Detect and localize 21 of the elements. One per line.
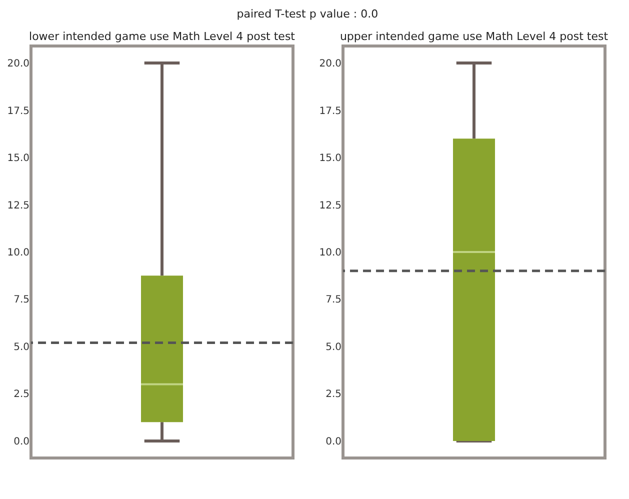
y-tick-label: 2.5 <box>326 389 342 400</box>
y-tick-label: 10.0 <box>7 248 30 258</box>
text: paired T-test p value : 0.0 <box>236 8 378 20</box>
y-tick-label: 5.0 <box>326 342 342 353</box>
y-tick-label: 20.0 <box>319 58 342 70</box>
y-tick-label: 7.5 <box>326 294 342 306</box>
y-tick-label: 7.5 <box>14 294 30 306</box>
y-tick-label: 17.5 <box>7 106 30 117</box>
y-tick-label: 17.5 <box>319 106 342 117</box>
y-tick-label: 12.5 <box>7 200 30 212</box>
y-tick-label: 5.0 <box>14 342 30 353</box>
y-tick-label: 15.0 <box>319 153 342 164</box>
chart-title: upper intended game use Math Level 4 post test <box>340 30 609 43</box>
chart-title: lower intended game use Math Level 4 post test <box>29 30 296 43</box>
y-tick-label: 15.0 <box>7 153 30 164</box>
y-tick-label: 0.0 <box>14 436 30 448</box>
y-tick-label: 2.5 <box>14 389 30 400</box>
y-tick-label: 0.0 <box>326 436 342 448</box>
y-tick-label: 10.0 <box>319 248 342 258</box>
y-tick-label: 20.0 <box>7 58 30 70</box>
y-tick-label: 12.5 <box>319 200 342 212</box>
